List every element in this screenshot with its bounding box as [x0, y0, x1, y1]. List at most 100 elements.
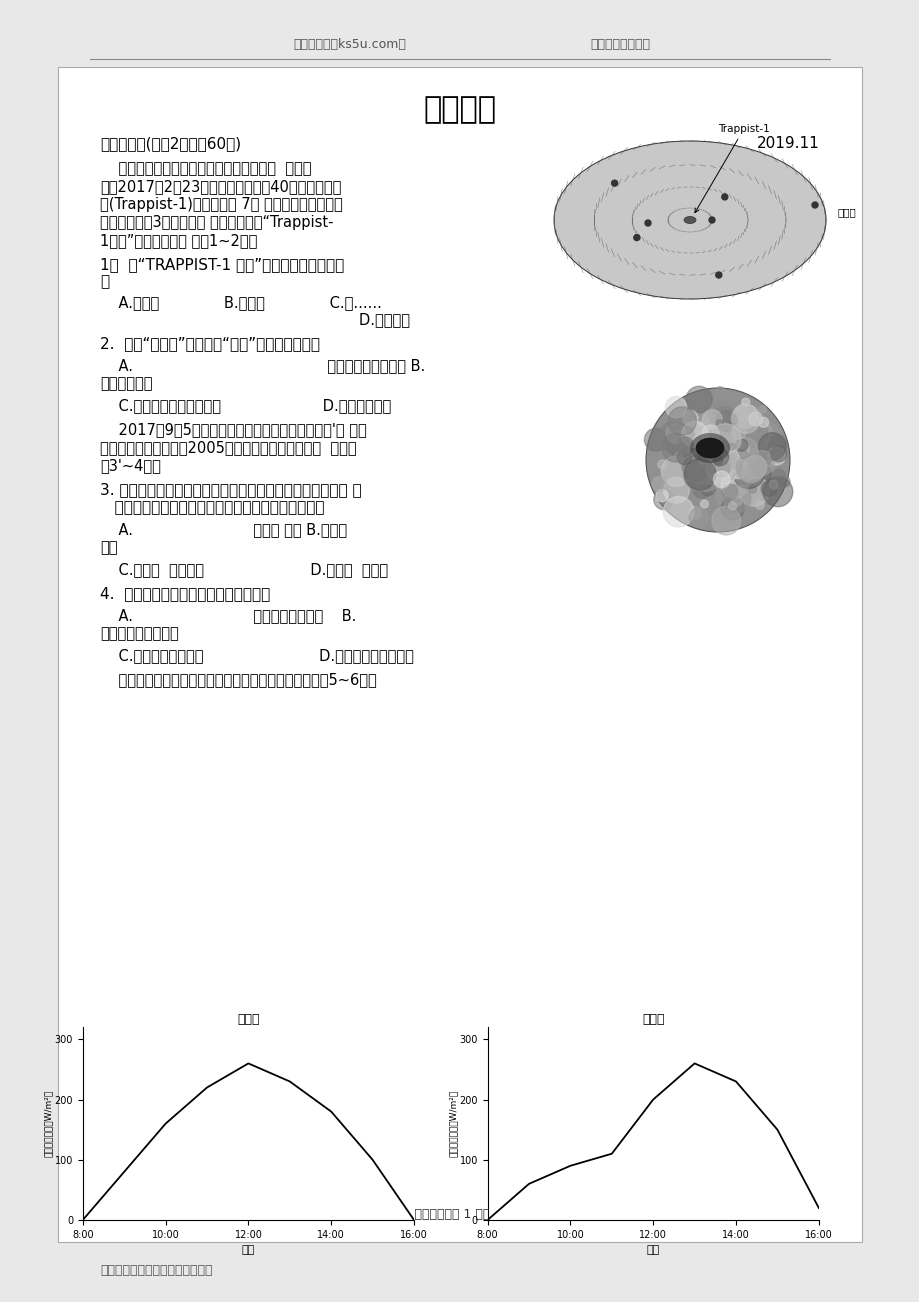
Circle shape [747, 421, 771, 444]
Circle shape [731, 405, 759, 434]
Circle shape [689, 460, 713, 484]
Text: A.                          多地发生强烈地震    B.: A. 多地发生强烈地震 B. [100, 608, 356, 624]
Circle shape [738, 475, 768, 506]
Text: 地行星，其中3颗位于宜居 带内。右图为“Trappist-: 地行星，其中3颗位于宜居 带内。右图为“Trappist- [100, 216, 334, 230]
Circle shape [721, 194, 727, 201]
Circle shape [716, 419, 722, 427]
Circle shape [732, 483, 742, 492]
Text: 发了两次耀班，打破了2005年以来的耀班强度纪录。  读图完: 发了两次耀班，打破了2005年以来的耀班强度纪录。 读图完 [100, 440, 357, 456]
Circle shape [655, 490, 667, 501]
Ellipse shape [553, 141, 825, 299]
Text: C.有富含二氧化碳的大气                      D.有肖沃的土壤: C.有富含二氧化碳的大气 D.有肖沃的土壤 [100, 398, 391, 414]
Circle shape [700, 482, 715, 496]
Circle shape [731, 495, 742, 506]
Circle shape [742, 421, 767, 447]
Circle shape [709, 423, 741, 454]
Y-axis label: 太阳辐射强度（W/m²）: 太阳辐射强度（W/m²） [448, 1090, 458, 1157]
Circle shape [681, 422, 708, 448]
Circle shape [696, 448, 721, 474]
Circle shape [757, 450, 772, 465]
Circle shape [663, 478, 688, 503]
Text: 多地出现大范围雾霹: 多地出现大范围雾霹 [100, 626, 178, 642]
Circle shape [712, 452, 738, 478]
Text: A.                                          与中心天体距离适中 B.: A. 与中心天体距离适中 B. [100, 358, 425, 374]
Circle shape [699, 411, 727, 439]
Circle shape [728, 443, 734, 450]
Circle shape [756, 466, 770, 480]
Circle shape [711, 447, 739, 475]
Circle shape [680, 422, 708, 449]
Circle shape [698, 456, 707, 465]
Text: 4.  此次太阳活动爆发，对地球的影响是: 4. 此次太阳活动爆发，对地球的影响是 [100, 586, 270, 602]
Circle shape [695, 462, 701, 469]
Circle shape [721, 426, 728, 432]
Circle shape [665, 424, 686, 444]
Circle shape [690, 460, 700, 470]
Circle shape [676, 450, 691, 465]
Circle shape [713, 471, 730, 488]
Circle shape [696, 453, 727, 484]
Circle shape [730, 460, 740, 469]
Circle shape [667, 406, 696, 435]
Text: 2019.11: 2019.11 [756, 137, 819, 151]
Circle shape [717, 456, 742, 480]
Circle shape [724, 444, 733, 453]
Circle shape [692, 435, 707, 449]
Circle shape [717, 447, 737, 466]
Circle shape [722, 449, 751, 478]
Text: 天体表面平坦: 天体表面平坦 [100, 376, 153, 392]
Circle shape [661, 434, 689, 462]
Text: 是: 是 [100, 275, 109, 289]
Circle shape [722, 423, 734, 434]
Circle shape [731, 461, 750, 480]
Circle shape [741, 469, 753, 480]
Circle shape [684, 458, 715, 490]
Circle shape [711, 419, 731, 437]
Circle shape [693, 414, 720, 441]
Circle shape [741, 398, 749, 406]
Circle shape [754, 422, 778, 447]
Circle shape [689, 460, 720, 491]
Circle shape [683, 456, 709, 480]
Circle shape [681, 458, 698, 477]
Circle shape [710, 406, 737, 434]
Circle shape [663, 496, 693, 527]
Circle shape [720, 431, 732, 443]
Circle shape [719, 422, 745, 448]
Circle shape [692, 479, 710, 499]
Circle shape [702, 418, 715, 431]
Circle shape [708, 422, 734, 449]
Ellipse shape [696, 437, 723, 458]
Circle shape [661, 456, 691, 486]
Circle shape [702, 410, 721, 428]
Text: A.                          低纬度 日食 B.高纬度: A. 低纬度 日食 B.高纬度 [100, 522, 346, 538]
Circle shape [811, 202, 817, 208]
Circle shape [705, 452, 736, 483]
Circle shape [772, 469, 785, 482]
Circle shape [688, 454, 719, 484]
Circle shape [682, 410, 698, 426]
Circle shape [674, 453, 683, 461]
Circle shape [698, 422, 730, 453]
Circle shape [731, 404, 748, 421]
Text: 宜居带是指一颗恒星周围适宜生命存在的  理想区: 宜居带是指一颗恒星周围适宜生命存在的 理想区 [100, 161, 312, 177]
Text: 1系统”示意图。读图 完成1~2题。: 1系统”示意图。读图 完成1~2题。 [100, 233, 257, 249]
Circle shape [643, 428, 666, 450]
Circle shape [653, 490, 674, 509]
Circle shape [731, 424, 745, 439]
FancyBboxPatch shape [58, 66, 861, 1242]
Circle shape [747, 461, 766, 479]
Title: 第一天: 第一天 [237, 1013, 259, 1026]
Circle shape [690, 484, 696, 491]
Text: C.低纬度  太阳风暴                       D.高纬度  流星雨: C.低纬度 太阳风暴 D.高纬度 流星雨 [100, 562, 388, 578]
Circle shape [644, 220, 651, 227]
Text: 2.  位于“宜居带”内的行星“宜居”最可能的原因是: 2. 位于“宜居带”内的行星“宜居”最可能的原因是 [100, 336, 320, 352]
Text: 一、选择题(每题2分，全60分): 一、选择题(每题2分，全60分) [100, 137, 241, 151]
Text: A.地月系              B.太阳系              C.銀......: A.地月系 B.太阳系 C.銀...... [100, 296, 381, 310]
Circle shape [676, 437, 692, 453]
Circle shape [758, 406, 766, 413]
Circle shape [715, 410, 736, 431]
Circle shape [715, 457, 723, 465]
Circle shape [658, 422, 687, 452]
Circle shape [664, 424, 696, 457]
